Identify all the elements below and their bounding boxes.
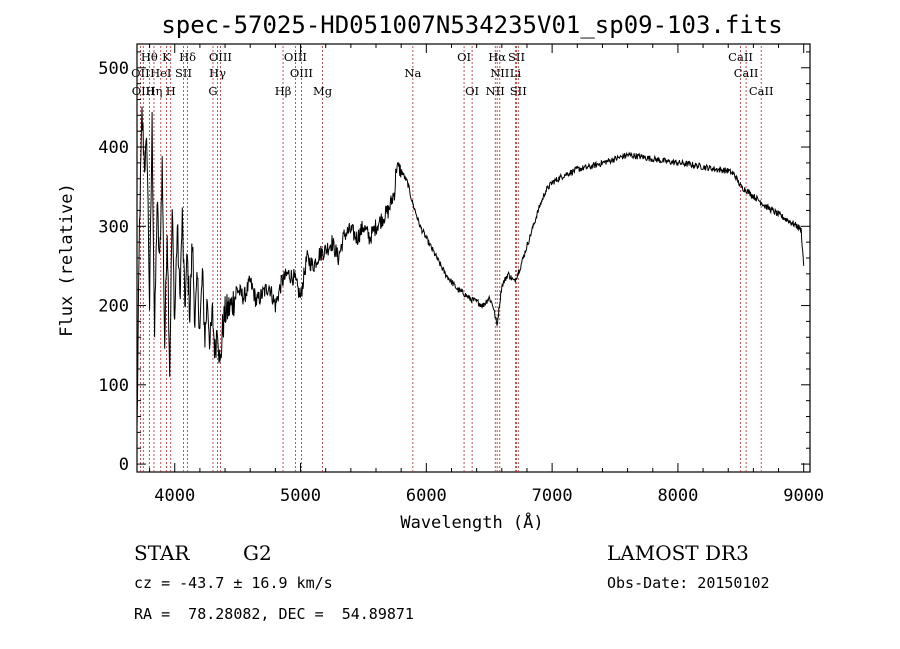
y-tick-label: 100 bbox=[98, 376, 129, 396]
plot-frame bbox=[136, 43, 811, 473]
observation-date: Obs-Date: 20150102 bbox=[607, 574, 770, 592]
y-tick-label: 0 bbox=[119, 455, 129, 475]
y-axis-ticks: 0 100 200 300 400 500 bbox=[98, 51, 810, 475]
x-tick-label: 5000 bbox=[280, 486, 321, 506]
line-label: Hδ bbox=[179, 50, 196, 64]
line-label: G bbox=[208, 84, 217, 98]
ra-dec: RA = 78.28082, DEC = 54.89871 bbox=[134, 605, 414, 623]
line-label: K bbox=[162, 50, 171, 64]
line-label: CaII bbox=[749, 84, 774, 98]
x-axis-label: Wavelength (Å) bbox=[400, 511, 543, 533]
line-label: OII bbox=[131, 66, 150, 80]
object-subclass: G2 bbox=[243, 541, 272, 565]
chart-title: spec-57025-HD051007N534235V01_sp09-103.f… bbox=[161, 11, 782, 39]
y-axis-label: Flux (relative) bbox=[57, 183, 77, 337]
line-label: SII bbox=[508, 50, 525, 64]
line-label: SII bbox=[175, 66, 192, 80]
line-label: Li bbox=[510, 66, 522, 80]
y-tick-label: 500 bbox=[98, 59, 129, 79]
line-label: H bbox=[166, 84, 176, 98]
line-label: CaII bbox=[728, 50, 753, 64]
x-tick-label: 6000 bbox=[406, 486, 447, 506]
x-axis-ticks: 4000 5000 6000 7000 8000 9000 bbox=[149, 44, 824, 506]
x-tick-label: 7000 bbox=[532, 486, 573, 506]
x-tick-label: 9000 bbox=[783, 486, 824, 506]
line-label: OI bbox=[457, 50, 471, 64]
spectrum-series-line bbox=[136, 106, 805, 427]
line-label: SII bbox=[510, 84, 527, 98]
line-label: OIII bbox=[209, 50, 232, 64]
line-label: OIII bbox=[132, 84, 155, 98]
y-tick-label: 300 bbox=[98, 217, 129, 237]
x-tick-label: 4000 bbox=[154, 486, 195, 506]
y-tick-label: 200 bbox=[98, 297, 129, 317]
line-label: Hβ bbox=[275, 84, 292, 98]
spectral-line-markers bbox=[139, 46, 762, 472]
y-tick-label: 400 bbox=[98, 138, 129, 158]
line-label: Na bbox=[404, 66, 421, 80]
x-tick-label: 8000 bbox=[657, 486, 698, 506]
line-label: OI bbox=[465, 84, 479, 98]
line-label: OIII bbox=[284, 50, 307, 64]
line-label: CaII bbox=[734, 66, 759, 80]
line-label: Hγ bbox=[209, 66, 226, 80]
line-label: Hα bbox=[488, 50, 506, 64]
line-label: Hη bbox=[146, 84, 163, 98]
line-label: HeI bbox=[150, 66, 171, 80]
redshift-cz: cz = -43.7 ± 16.9 km/s bbox=[134, 574, 333, 592]
line-label: Mg bbox=[313, 84, 333, 98]
line-label: NII bbox=[486, 84, 505, 98]
object-type: STAR bbox=[134, 541, 190, 565]
line-label: Hθ bbox=[141, 50, 158, 64]
survey-name: LAMOST DR3 bbox=[607, 541, 749, 565]
line-label: NII bbox=[490, 66, 509, 80]
line-label: OIII bbox=[290, 66, 313, 80]
